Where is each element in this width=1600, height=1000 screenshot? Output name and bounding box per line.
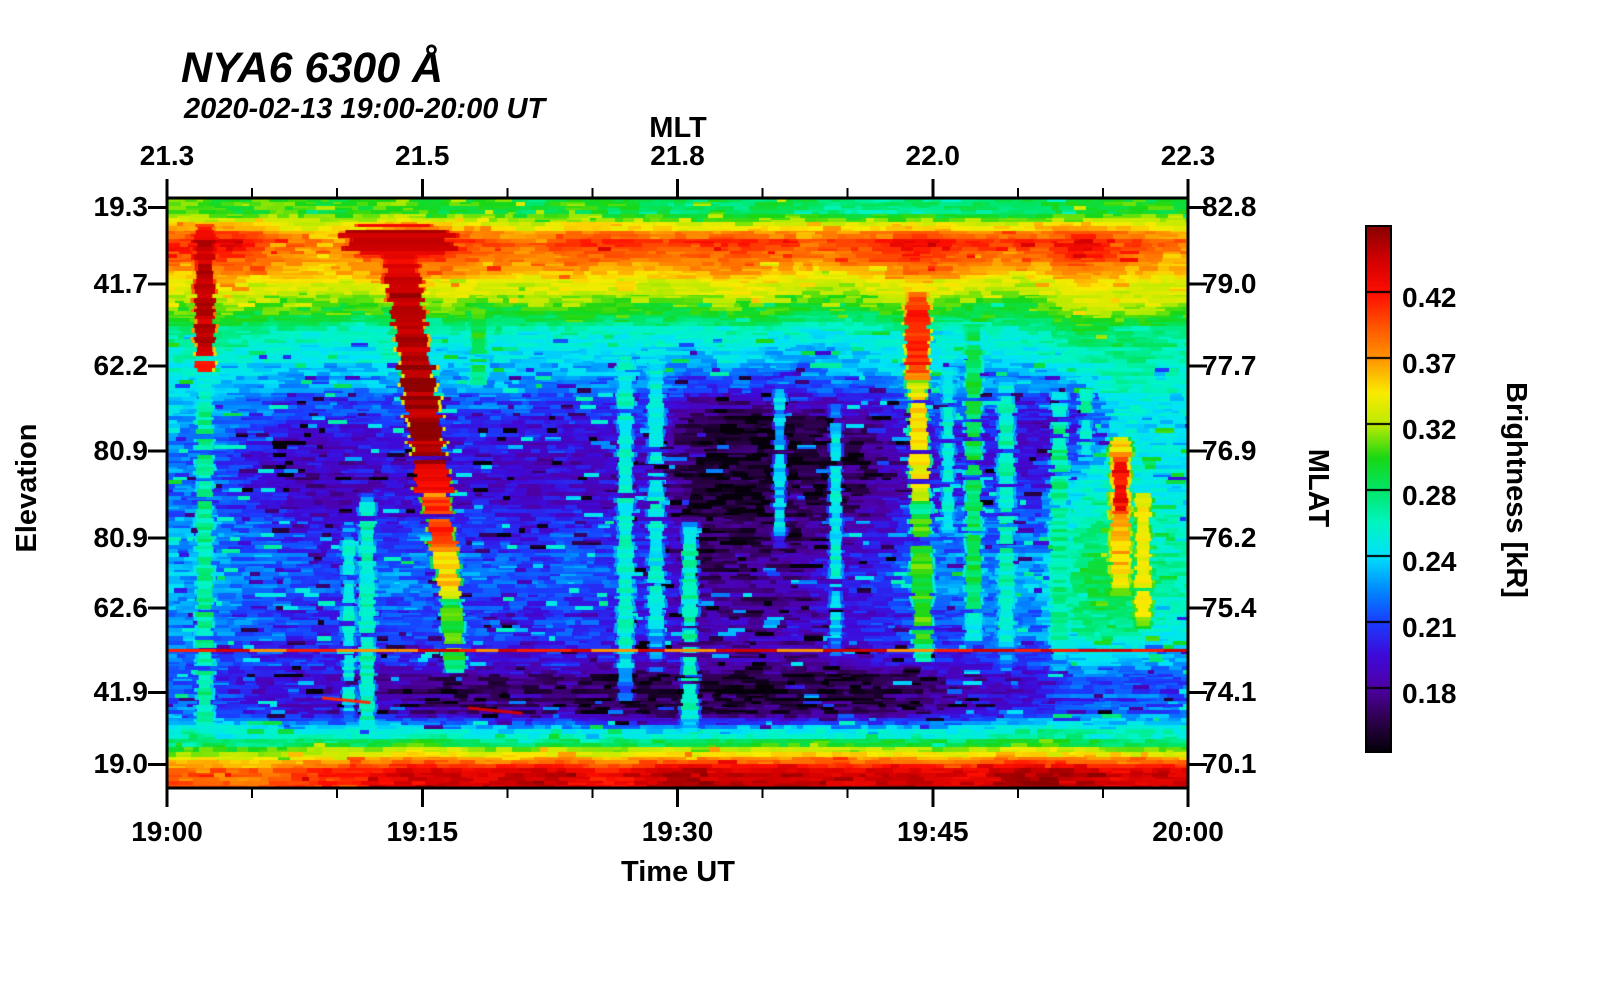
left-tick-label: 19.0	[93, 748, 149, 780]
right-tick-label: 75.4	[1202, 592, 1257, 624]
colorbar	[1365, 225, 1392, 753]
left-tick-label: 19.3	[93, 191, 149, 223]
bottom-tick-label: 19:30	[641, 816, 714, 847]
top-tick-label: 22.3	[1160, 140, 1216, 171]
top-tick-label: 21.8	[650, 140, 705, 171]
heatmap-canvas	[167, 198, 1188, 788]
top-tick-label: 21.5	[395, 140, 450, 171]
top-axis-title: MLT	[649, 112, 707, 144]
colorbar-tick-label: 0.18	[1402, 678, 1457, 710]
bottom-axis-title: Time UT	[621, 856, 735, 888]
right-tick-label: 77.7	[1202, 350, 1257, 382]
colorbar-tick-label: 0.32	[1402, 414, 1457, 446]
plot-title: NYA6 6300 Å	[181, 44, 444, 92]
colorbar-tick-label: 0.37	[1402, 348, 1457, 380]
colorbar-tick-label: 0.24	[1402, 546, 1457, 578]
top-tick-label: 22.0	[905, 140, 961, 171]
bottom-tick-label: 19:15	[386, 816, 459, 847]
bottom-tick-label: 19:45	[896, 816, 969, 847]
right-tick-label: 76.9	[1202, 435, 1257, 467]
left-tick-label: 80.9	[93, 435, 149, 467]
left-tick-label: 62.2	[93, 350, 149, 382]
left-tick-label: 80.9	[93, 521, 149, 553]
right-tick-label: 74.1	[1202, 676, 1257, 708]
left-tick-label: 62.6	[93, 592, 149, 624]
right-tick-label: 79.0	[1202, 268, 1257, 300]
right-tick-label: 82.8	[1202, 191, 1257, 223]
top-tick-label: 21.3	[139, 140, 195, 171]
colorbar-tick-label: 0.21	[1402, 612, 1457, 644]
bottom-tick-label: 20:00	[1152, 816, 1224, 847]
colorbar-tick-label: 0.42	[1402, 282, 1457, 314]
colorbar-gradient	[1367, 227, 1390, 751]
colorbar-tick-label: 0.28	[1402, 480, 1457, 512]
plot-subtitle: 2020-02-13 19:00-20:00 UT	[184, 93, 546, 125]
left-tick-label: 41.7	[93, 268, 149, 300]
left-tick-label: 41.9	[93, 676, 149, 708]
right-tick-label: 76.2	[1202, 521, 1257, 553]
right-tick-label: 70.1	[1202, 748, 1257, 780]
bottom-tick-label: 19:00	[131, 816, 203, 847]
